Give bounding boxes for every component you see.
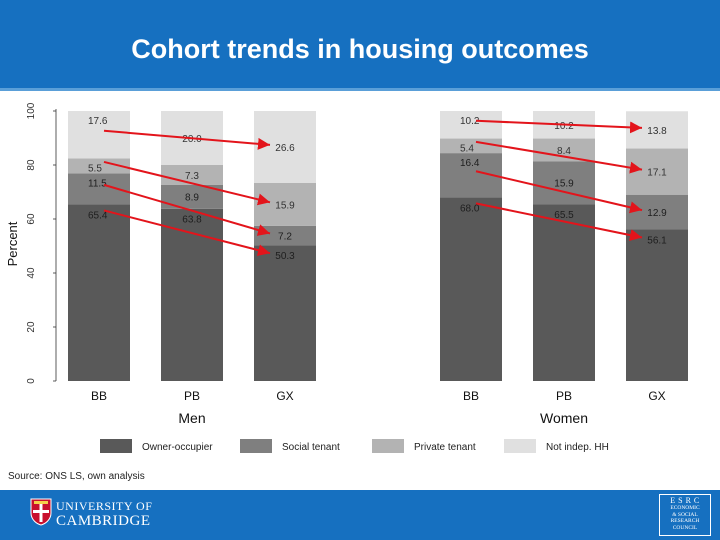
chart-area: 0 20 40 60 80 100 Percent 65.4 11.5 5.5 17.6 63.8 8.… xyxy=(0,91,720,491)
y-tick-label: 80 xyxy=(26,159,37,171)
university-name-line1: UNIVERSITY OF xyxy=(56,499,153,513)
y-tick-label: 60 xyxy=(26,213,37,225)
bar-segment xyxy=(533,138,595,162)
data-label: 50.3 xyxy=(275,251,295,262)
bar-segment xyxy=(533,204,595,381)
esrc-logo-line: RESEARCH xyxy=(670,518,700,524)
university-crest-icon xyxy=(30,498,52,526)
x-tick-label: PB xyxy=(556,389,572,403)
data-label: 10.2 xyxy=(460,116,480,127)
trend-arrow xyxy=(475,140,643,174)
data-label: 15.9 xyxy=(554,179,574,190)
data-label: 11.5 xyxy=(88,178,107,189)
legend-label: Private tenant xyxy=(414,442,476,453)
data-label: 8.4 xyxy=(557,146,571,157)
data-label: 65.5 xyxy=(554,210,574,221)
data-label: 13.8 xyxy=(647,126,667,137)
y-tick-label: 0 xyxy=(26,378,37,384)
x-tick-label: BB xyxy=(463,389,479,403)
y-tick-label: 40 xyxy=(26,267,37,279)
bar-segment xyxy=(68,158,130,174)
data-label: 68.0 xyxy=(460,203,480,214)
x-tick-label: GX xyxy=(276,389,293,403)
group-label: Men xyxy=(178,410,205,426)
data-label: 63.8 xyxy=(182,215,202,226)
title-bar xyxy=(0,0,720,88)
page-title: Cohort trends in housing outcomes xyxy=(131,34,589,64)
source-note: Source: ONS LS, own analysis xyxy=(8,471,145,482)
y-tick-label: 100 xyxy=(26,102,37,119)
legend-swatch xyxy=(100,439,132,453)
bar-segment xyxy=(254,245,316,381)
esrc-logo: E S R C ECONOMIC & SOCIAL RESEARCH COUNC… xyxy=(659,494,711,536)
bar-segment xyxy=(440,111,502,139)
trend-arrow xyxy=(103,129,271,150)
legend-swatch xyxy=(504,439,536,453)
data-label: 65.4 xyxy=(88,210,108,221)
legend-label: Not indep. HH xyxy=(546,442,609,453)
esrc-logo-line: ECONOMIC xyxy=(670,505,700,511)
data-label: 17.6 xyxy=(88,116,108,127)
data-label: 26.6 xyxy=(275,143,295,154)
data-label: 5.5 xyxy=(88,164,102,175)
footer-bar xyxy=(0,490,720,540)
trend-arrow xyxy=(475,202,643,241)
trend-arrow xyxy=(103,183,271,236)
data-label: 7.3 xyxy=(185,171,199,182)
bar-segment xyxy=(68,111,130,159)
bar-segment xyxy=(626,229,688,381)
legend-swatch xyxy=(240,439,272,453)
x-tick-label: GX xyxy=(648,389,665,403)
esrc-logo-line: & SOCIAL xyxy=(672,511,698,518)
data-label: 7.2 xyxy=(278,231,292,242)
bar-segment xyxy=(161,208,223,381)
data-label: 5.4 xyxy=(460,144,474,155)
stacked-bar-chart: 0 20 40 60 80 100 Percent 65.4 11.5 5.5 17.6 63.8 8.… xyxy=(5,102,688,453)
esrc-logo-initials: E S R C xyxy=(670,496,700,505)
data-label: 17.1 xyxy=(647,168,667,179)
bar-segment xyxy=(440,138,502,154)
legend-swatch xyxy=(372,439,404,453)
university-name-line2: CAMBRIDGE xyxy=(56,513,151,529)
trend-arrow xyxy=(475,170,643,214)
legend-label: Social tenant xyxy=(282,442,340,453)
legend-label: Owner-occupier xyxy=(142,442,213,453)
data-label: 20.0 xyxy=(182,134,202,145)
bar-segment xyxy=(68,204,130,381)
header-divider xyxy=(0,88,720,91)
x-tick-label: BB xyxy=(91,389,107,403)
data-label: 16.4 xyxy=(460,158,480,169)
data-label: 12.9 xyxy=(647,208,667,219)
bar-segment xyxy=(440,197,502,381)
data-label: 15.9 xyxy=(275,200,295,211)
trend-arrow xyxy=(103,209,271,257)
data-label: 10.2 xyxy=(554,121,574,132)
esrc-logo-line: COUNCIL xyxy=(672,524,698,531)
data-label: 56.1 xyxy=(647,236,667,247)
data-label: 8.9 xyxy=(185,193,199,204)
group-label: Women xyxy=(540,410,588,426)
trend-arrow xyxy=(475,119,643,134)
trend-arrow xyxy=(103,160,271,206)
y-tick-label: 20 xyxy=(26,321,37,333)
y-axis-label: Percent xyxy=(5,221,20,266)
x-tick-label: PB xyxy=(184,389,200,403)
